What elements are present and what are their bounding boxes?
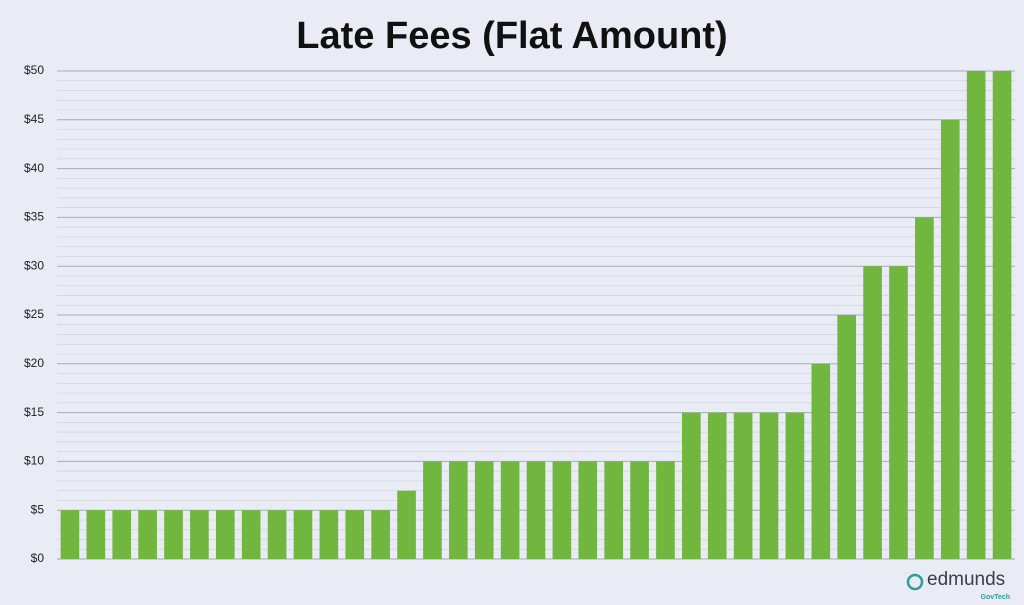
y-tick-label: $10 [24, 454, 44, 468]
bar [423, 461, 442, 559]
y-tick-label: $20 [24, 356, 44, 370]
bar [630, 461, 649, 559]
y-tick-label: $40 [24, 161, 44, 175]
y-tick-label: $15 [24, 405, 44, 419]
bar [733, 412, 753, 559]
bar [966, 71, 986, 559]
bar [707, 412, 727, 559]
bar [889, 266, 908, 559]
bar [241, 510, 261, 559]
y-tick-label: $25 [24, 307, 44, 321]
bar [267, 510, 287, 559]
bar [682, 412, 701, 559]
bar [293, 510, 313, 559]
bar [397, 490, 416, 559]
bar [474, 461, 494, 559]
y-tick-label: $45 [24, 112, 44, 126]
bar [656, 461, 675, 559]
bar [811, 363, 831, 559]
y-tick-label: $35 [24, 210, 44, 224]
bar [785, 412, 805, 559]
logo-icon [906, 573, 924, 591]
bar [578, 461, 598, 559]
bar [526, 461, 546, 559]
y-tick-label: $0 [31, 551, 45, 565]
bar [345, 510, 365, 559]
logo-name: edmunds [927, 569, 1005, 590]
bar [940, 119, 960, 560]
bar [371, 510, 390, 559]
y-tick-label: $30 [24, 258, 44, 272]
bar [112, 510, 132, 559]
bar [190, 510, 209, 559]
logo-sub: GovTech [981, 594, 1010, 601]
y-tick-label: $50 [24, 63, 44, 77]
bar [992, 71, 1012, 559]
bar [552, 461, 572, 559]
bar [759, 412, 779, 559]
bar [60, 510, 80, 559]
y-tick-label: $5 [31, 502, 45, 516]
bar [500, 461, 520, 559]
bar [86, 510, 106, 559]
bar [164, 510, 183, 559]
bar [138, 510, 157, 559]
bar [215, 510, 235, 559]
bar [449, 461, 468, 559]
logo: edmunds GovTech [906, 569, 1010, 601]
bar [319, 510, 339, 559]
bar [863, 266, 882, 559]
bar [915, 217, 934, 559]
bar [837, 315, 857, 559]
bar [604, 461, 623, 559]
chart-title: Late Fees (Flat Amount) [296, 15, 727, 57]
